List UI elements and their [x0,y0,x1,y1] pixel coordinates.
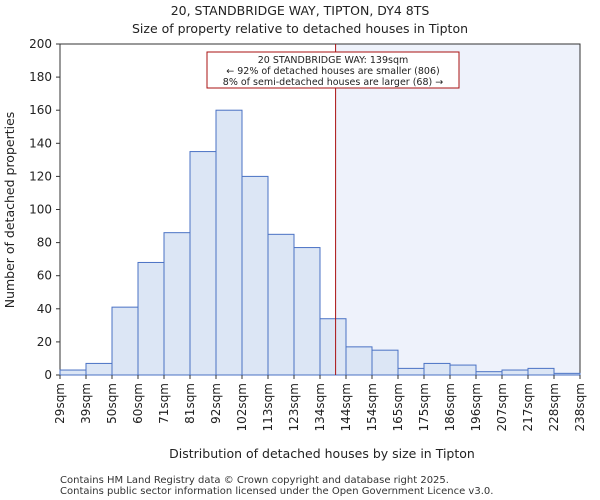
footer-line2: Contains public sector information licen… [60,486,493,497]
larger-region-shade [335,44,580,375]
y-tick-label: 100 [29,203,52,217]
y-tick-label: 140 [29,136,52,150]
bar [553,372,581,376]
x-tick-label: 39sqm [79,383,93,424]
x-tick-label: 71sqm [157,383,171,424]
bar [423,362,451,376]
bar [137,261,165,376]
annotation-line-1: 20 STANDBRIDGE WAY: 139sqm [258,55,409,66]
y-tick-label: 0 [44,368,52,382]
y-tick-label: 20 [37,335,52,349]
y-tick-label: 200 [29,37,52,51]
x-tick-label: 102sqm [235,383,249,431]
x-tick-label: 81sqm [183,383,197,424]
chart-title-line2: Size of property relative to detached ho… [132,21,468,36]
x-tick-label: 165sqm [391,383,405,431]
x-tick-label: 92sqm [209,383,223,424]
x-tick-label: 207sqm [495,383,509,431]
x-tick-label: 50sqm [105,383,119,424]
bar [293,247,321,376]
bar [345,346,373,376]
x-tick-label: 113sqm [261,383,275,431]
bar [267,233,295,376]
bar [111,306,139,376]
bar [475,371,503,376]
annotation-box [206,51,460,89]
y-tick-label: 60 [37,269,52,283]
bar [163,232,191,376]
bar [85,362,113,376]
bar [449,364,477,376]
chart-title-line1: 20, STANDBRIDGE WAY, TIPTON, DY4 8TS [171,3,430,18]
y-tick-label: 160 [29,103,52,117]
x-tick-label: 196sqm [469,383,483,431]
x-tick-label: 186sqm [443,383,457,431]
x-tick-label: 134sqm [313,383,327,431]
bar [241,175,269,376]
y-tick-label: 120 [29,169,52,183]
bar [215,109,243,376]
y-tick-label: 40 [37,302,52,316]
bar [371,349,399,376]
annotation-line-2: ← 92% of detached houses are smaller (80… [226,66,439,77]
y-tick-label: 80 [37,236,52,250]
x-tick-label: 228sqm [547,383,561,431]
x-tick-label: 238sqm [573,383,587,431]
x-tick-label: 175sqm [417,383,431,431]
y-tick-label: 180 [29,70,52,84]
annotation-line-3: 8% of semi-detached houses are larger (6… [223,77,443,88]
bar [319,318,347,376]
x-tick-label: 144sqm [339,383,353,431]
bar [397,367,425,376]
x-tick-label: 29sqm [53,383,67,424]
bar [527,367,555,376]
plot-area: 0 20 40 60 80 100 120 140 160 180 200 29sqm 39sqm 50s… [29,37,587,431]
footer-line1: Contains HM Land Registry data © Crown c… [60,475,449,486]
bar [189,151,217,376]
x-tick-label: 60sqm [131,383,145,424]
y-axis-label: Number of detached properties [2,112,17,309]
x-tick-label: 123sqm [287,383,301,431]
x-tick-label: 154sqm [365,383,379,431]
bar [59,369,87,376]
x-axis-label: Distribution of detached houses by size … [169,446,475,461]
x-tick-label: 217sqm [521,383,535,431]
bar [501,369,529,376]
